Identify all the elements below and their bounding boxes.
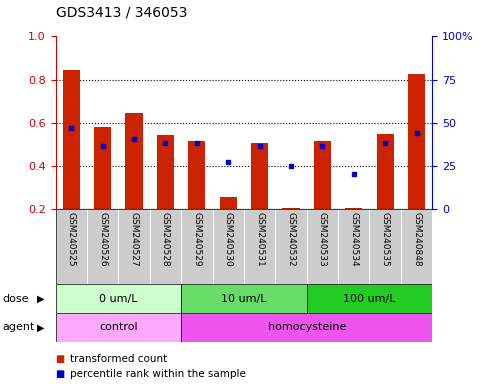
Text: GSM240848: GSM240848 <box>412 212 421 266</box>
Bar <box>338 209 369 284</box>
Bar <box>283 208 299 209</box>
Bar <box>408 74 425 209</box>
Text: transformed count: transformed count <box>70 354 167 364</box>
Text: GDS3413 / 346053: GDS3413 / 346053 <box>56 5 187 19</box>
Text: percentile rank within the sample: percentile rank within the sample <box>70 369 246 379</box>
Bar <box>181 209 213 284</box>
Bar <box>213 209 244 284</box>
Bar <box>377 134 394 209</box>
Bar <box>345 208 362 209</box>
Text: ■: ■ <box>56 369 65 379</box>
Bar <box>307 284 432 313</box>
Text: 10 um/L: 10 um/L <box>221 293 267 304</box>
Bar <box>181 284 307 313</box>
Text: GSM240530: GSM240530 <box>224 212 233 266</box>
Bar <box>181 313 432 342</box>
Text: homocysteine: homocysteine <box>268 322 346 333</box>
Text: GSM240533: GSM240533 <box>318 212 327 266</box>
Bar <box>157 135 174 209</box>
Text: control: control <box>99 322 138 333</box>
Bar <box>94 127 111 209</box>
Bar <box>188 141 205 209</box>
Text: GSM240525: GSM240525 <box>67 212 76 266</box>
Bar <box>314 141 331 209</box>
Bar <box>87 209 118 284</box>
Bar <box>275 209 307 284</box>
Bar <box>220 197 237 209</box>
Text: GSM240534: GSM240534 <box>349 212 358 266</box>
Bar <box>118 209 150 284</box>
Text: 0 um/L: 0 um/L <box>99 293 138 304</box>
Bar <box>307 209 338 284</box>
Text: ▶: ▶ <box>37 293 45 304</box>
Text: GSM240531: GSM240531 <box>255 212 264 266</box>
Bar <box>56 209 87 284</box>
Bar <box>126 113 142 209</box>
Text: ▶: ▶ <box>37 322 45 333</box>
Text: agent: agent <box>2 322 35 333</box>
Bar <box>63 70 80 209</box>
Bar <box>56 284 181 313</box>
Bar <box>56 313 181 342</box>
Text: GSM240529: GSM240529 <box>192 212 201 266</box>
Bar <box>401 209 432 284</box>
Text: dose: dose <box>2 293 29 304</box>
Text: ■: ■ <box>56 354 65 364</box>
Text: GSM240535: GSM240535 <box>381 212 390 266</box>
Text: GSM240532: GSM240532 <box>286 212 296 266</box>
Text: GSM240528: GSM240528 <box>161 212 170 266</box>
Bar <box>251 143 268 209</box>
Bar <box>369 209 401 284</box>
Text: 100 um/L: 100 um/L <box>343 293 396 304</box>
Text: GSM240527: GSM240527 <box>129 212 139 266</box>
Bar <box>150 209 181 284</box>
Bar <box>244 209 275 284</box>
Text: GSM240526: GSM240526 <box>98 212 107 266</box>
